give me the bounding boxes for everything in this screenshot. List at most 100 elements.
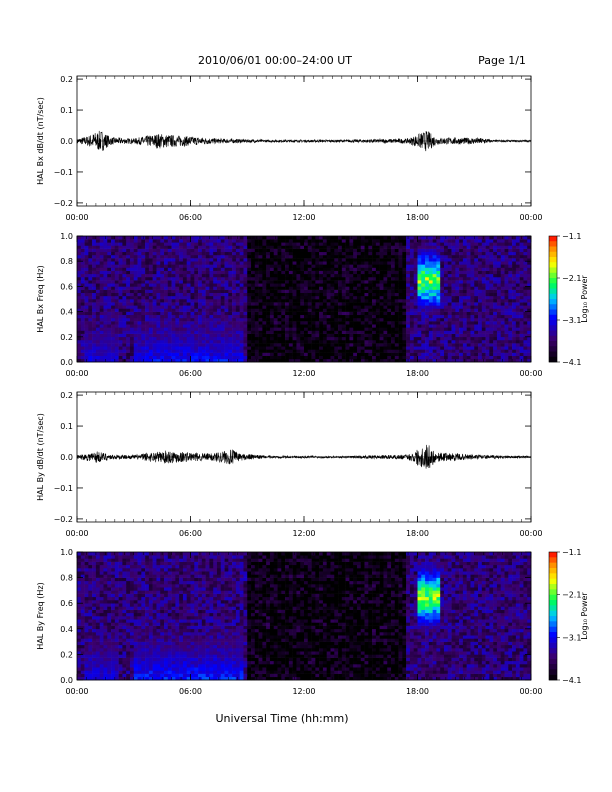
spectrogram-cell (322, 254, 327, 259)
spectrogram-cell (99, 254, 104, 259)
spectrogram-cell (364, 339, 369, 344)
spectrogram-cell (171, 352, 176, 356)
spectrogram-cell (402, 239, 407, 243)
spectrogram-cell (137, 236, 142, 240)
spectrogram-cell (383, 245, 388, 249)
spectrogram-cell (451, 314, 456, 319)
spectrogram-cell (160, 292, 165, 297)
spectrogram-cell (251, 339, 256, 344)
spectrogram-cell (285, 302, 290, 306)
spectrogram-cell (77, 346, 82, 350)
spectrogram-cell (406, 314, 411, 319)
spectrogram-cell (141, 264, 146, 268)
spectrogram-cell (508, 352, 513, 356)
spectrogram-cell (379, 276, 384, 281)
spectrogram-cell (315, 295, 320, 300)
spectrogram-cell (232, 324, 237, 328)
spectrogram-cell (167, 239, 172, 243)
spectrogram-cell (356, 273, 362, 278)
spectrogram-cell (440, 239, 445, 243)
spectrogram-cell (421, 286, 426, 290)
spectrogram-cell (129, 242, 135, 246)
spectrogram-cell (319, 352, 324, 356)
spectrogram-cell (334, 358, 339, 363)
spectrogram-cell (141, 311, 146, 316)
spectrogram-cell (167, 311, 172, 316)
spectrogram-cell (251, 324, 256, 328)
spectrogram-cell (462, 239, 467, 243)
spectrogram-cell (251, 261, 256, 265)
spectrogram-cell (129, 276, 135, 281)
spectrogram-cell (383, 308, 388, 312)
spectrogram-cell (345, 280, 350, 284)
spectrogram-cell (288, 321, 293, 325)
spectrogram-cell (432, 327, 437, 331)
spectrogram-cell (145, 276, 150, 281)
spectrogram-cell (304, 333, 309, 338)
spectrogram-cell (462, 270, 467, 275)
spectrogram-cell (523, 270, 528, 275)
spectrogram-cell (485, 317, 490, 322)
spectrogram-cell (228, 355, 233, 360)
spectrogram-cell (179, 280, 184, 284)
spectrogram-cell (103, 276, 108, 281)
spectrogram-cell (443, 245, 449, 249)
spectrogram-cell (194, 311, 199, 316)
spectrogram-cell (451, 276, 456, 281)
spectrogram-cell (190, 352, 195, 356)
spectrogram-cell (99, 292, 104, 297)
spectrogram-cell (152, 254, 157, 259)
spectrogram-cell (258, 355, 263, 360)
spectrogram-cell (493, 308, 498, 312)
spectrogram-cell (216, 280, 222, 284)
spectrogram-cell (266, 264, 271, 268)
spectrogram-cell (77, 245, 82, 249)
spectrogram-cell (474, 248, 479, 253)
spectrogram-cell (523, 302, 528, 306)
spectrogram-cell (508, 330, 513, 334)
spectrogram-cell (107, 289, 112, 293)
spectrogram-cell (421, 317, 426, 322)
spectrogram-cell (334, 261, 339, 265)
spectrogram-cell (481, 352, 486, 356)
spectrogram-cell (334, 311, 339, 316)
spectrogram-cell (508, 343, 513, 347)
spectrogram-cell (375, 324, 380, 328)
spectrogram-cell (281, 311, 286, 316)
spectrogram-cell (387, 346, 392, 350)
spectrogram-cell (99, 245, 104, 249)
spectrogram-cell (394, 349, 399, 353)
spectrogram-cell (292, 302, 297, 306)
spectrogram-cell (88, 280, 93, 284)
spectrogram-cell (345, 358, 350, 363)
spectrogram-cell (512, 308, 517, 312)
spectrogram-cell (133, 324, 138, 328)
spectrogram-cell (383, 258, 388, 262)
spectrogram-cell (364, 267, 369, 271)
spectrogram-cell (156, 261, 161, 265)
spectrogram-cell (527, 314, 532, 319)
spectrogram-cell (360, 349, 365, 353)
spectrogram-cell (239, 239, 244, 243)
spectrogram-cell (485, 292, 490, 297)
spectrogram-cell (118, 236, 123, 240)
spectrogram-cell (307, 276, 312, 281)
spectrogram-cell (447, 355, 452, 360)
spectrogram-cell (201, 311, 206, 316)
spectrogram-cell (126, 343, 131, 347)
spectrogram-cell (216, 299, 222, 303)
spectrogram-cell (413, 333, 418, 338)
spectrogram-cell (232, 276, 237, 281)
spectrogram-cell (523, 273, 528, 278)
spectrogram-cell (304, 336, 309, 341)
spectrogram-cell (345, 352, 350, 356)
spectrogram-cell (164, 314, 169, 319)
spectrogram-cell (103, 324, 108, 328)
spectrogram-cell (413, 308, 418, 312)
spectrogram-cell (493, 280, 498, 284)
spectrogram-cell (406, 295, 411, 300)
spectrogram-cell (489, 295, 494, 300)
spectrogram-cell (141, 321, 146, 325)
spectrogram-cell (375, 317, 380, 322)
